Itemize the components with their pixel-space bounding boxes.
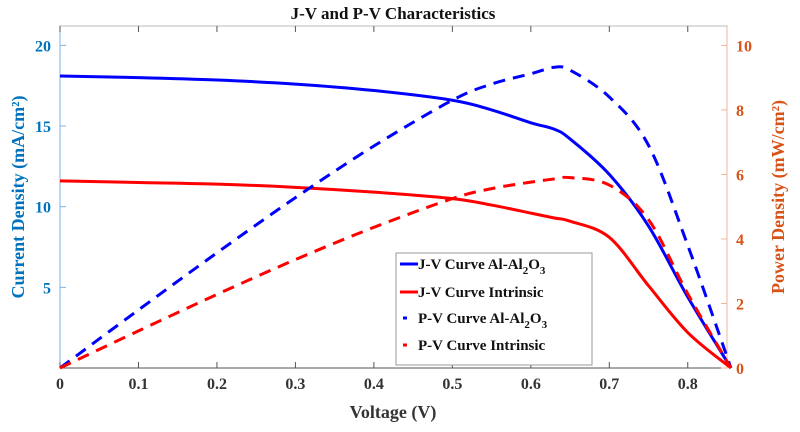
x-tick-label: 0.1 — [128, 376, 148, 393]
series-line-3 — [59, 175, 733, 370]
series-line-1 — [59, 179, 732, 370]
y-right-tick-label: 0 — [736, 361, 744, 378]
x-tick-label: 0.3 — [285, 376, 305, 393]
y-right-tick-label: 8 — [736, 103, 744, 120]
y-left-axis-label: Current Density (mA/cm²) — [8, 95, 29, 298]
chart-title: J-V and P-V Characteristics — [291, 4, 496, 23]
x-tick-label: 0.5 — [442, 376, 462, 393]
x-tick-label: 0.6 — [521, 376, 541, 393]
y-right-axis-label: Power Density (mW/cm²) — [768, 100, 789, 294]
legend-label: P-V Curve Intrinsic — [418, 338, 546, 354]
x-tick-label: 0.4 — [364, 376, 384, 393]
x-tick-label: 0.7 — [599, 376, 619, 393]
x-axis-label: Voltage (V) — [350, 402, 437, 423]
y-left-tick-label: 20 — [35, 38, 51, 55]
legend-label: J-V Curve Al-Al2O3 — [418, 257, 546, 277]
y-left-tick-label: 10 — [35, 200, 51, 217]
y-left-tick-label: 15 — [35, 119, 51, 136]
x-tick-label: 0.2 — [207, 376, 227, 393]
x-tick-label: 0 — [56, 376, 64, 393]
y-right-tick-label: 10 — [736, 38, 752, 55]
legend: J-V Curve Al-Al2O3 J-V Curve Intrinsic P-V… — [395, 252, 593, 366]
y-left-tick-label: 5 — [43, 280, 51, 297]
legend-label: P-V Curve Al-Al2O3 — [418, 311, 548, 331]
series-line-0 — [59, 74, 733, 369]
y-right-tick-label: 6 — [736, 167, 744, 184]
x-tick-label: 0.8 — [678, 376, 698, 393]
y-right-tick-label: 4 — [736, 232, 744, 249]
series-line-2 — [59, 65, 733, 370]
legend-label: J-V Curve Intrinsic — [418, 285, 544, 301]
y-right-tick-label: 2 — [736, 296, 744, 313]
